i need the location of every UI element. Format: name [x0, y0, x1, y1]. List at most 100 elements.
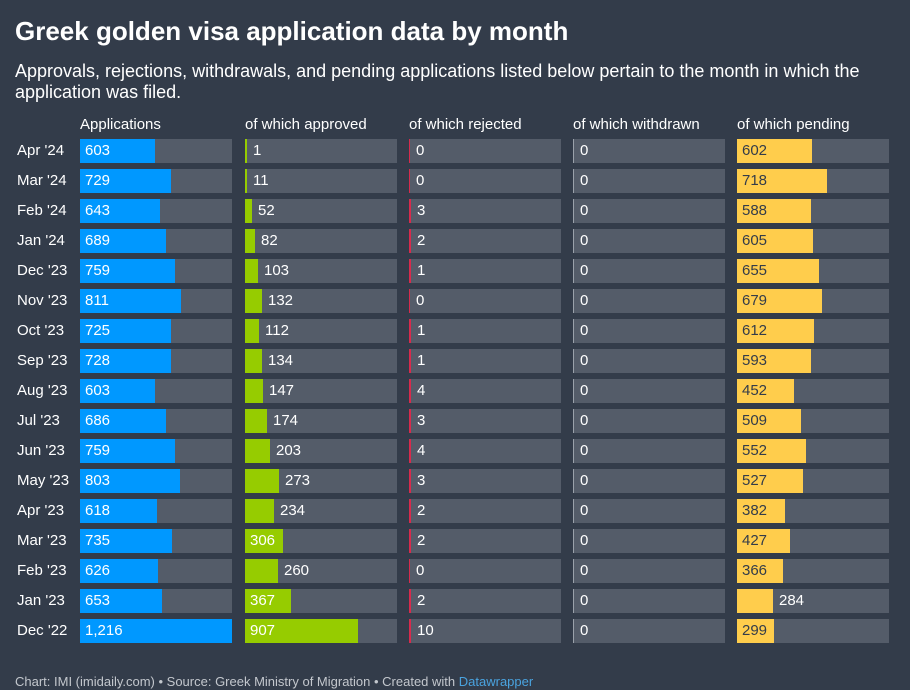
bar-track-applications: 759: [80, 439, 232, 463]
bar-withdrawn: [573, 439, 574, 463]
bar-track-approved: 273: [245, 469, 397, 493]
bar-approved: [245, 619, 358, 643]
bar-applications: [80, 199, 160, 223]
value-label-pending: 605: [742, 232, 768, 249]
bar-track-approved: 367: [245, 589, 397, 613]
value-label-withdrawn: 0: [580, 562, 589, 579]
bar-approved: [245, 229, 255, 253]
value-label-pending: 452: [742, 382, 768, 399]
bar-rejected: [409, 319, 411, 343]
bar-approved: [245, 439, 270, 463]
value-label-withdrawn: 0: [580, 142, 589, 159]
value-label-withdrawn: 0: [580, 292, 589, 309]
bar-track-approved: 82: [245, 229, 397, 253]
value-label-rejected: 10: [417, 622, 434, 639]
column-header-withdrawn: of which withdrawn: [573, 116, 700, 133]
bar-pending: [737, 499, 785, 523]
column-header-applications: Applications: [80, 116, 161, 133]
bar-track-rejected: 4: [409, 379, 561, 403]
bar-applications: [80, 289, 181, 313]
bar-track-rejected: 4: [409, 439, 561, 463]
value-label-applications: 618: [85, 502, 111, 519]
bar-track-pending: 509: [737, 409, 889, 433]
value-label-pending: 655: [742, 262, 768, 279]
row-label: Aug '23: [17, 382, 68, 399]
value-label-approved: 907: [250, 622, 276, 639]
bar-track-rejected: 2: [409, 499, 561, 523]
bar-applications: [80, 559, 158, 583]
value-label-applications: 689: [85, 232, 111, 249]
value-label-approved: 11: [253, 172, 269, 189]
bar-rejected: [409, 559, 410, 583]
value-label-applications: 735: [85, 532, 111, 549]
bar-track-withdrawn: 0: [573, 469, 725, 493]
bar-track-withdrawn: 0: [573, 379, 725, 403]
value-label-withdrawn: 0: [580, 322, 589, 339]
value-label-approved: 260: [284, 562, 310, 579]
value-label-approved: 234: [280, 502, 306, 519]
value-label-approved: 132: [268, 292, 294, 309]
value-label-rejected: 0: [416, 142, 425, 159]
bar-track-pending: 679: [737, 289, 889, 313]
bar-withdrawn: [573, 559, 574, 583]
bar-track-approved: 203: [245, 439, 397, 463]
value-label-rejected: 3: [417, 202, 426, 219]
bar-withdrawn: [573, 319, 574, 343]
bar-applications: [80, 409, 166, 433]
bar-rejected: [409, 439, 411, 463]
value-label-applications: 803: [85, 472, 111, 489]
bar-track-applications: 603: [80, 139, 232, 163]
value-label-pending: 593: [742, 352, 768, 369]
value-label-approved: 174: [273, 412, 299, 429]
bar-rejected: [409, 289, 410, 313]
bar-pending: [737, 229, 813, 253]
bar-track-applications: 653: [80, 589, 232, 613]
bar-track-applications: 728: [80, 349, 232, 373]
bar-track-applications: 618: [80, 499, 232, 523]
value-label-withdrawn: 0: [580, 442, 589, 459]
bar-track-approved: 52: [245, 199, 397, 223]
bar-pending: [737, 379, 794, 403]
bar-applications: [80, 259, 175, 283]
bar-track-approved: 306: [245, 529, 397, 553]
footer-credit: Chart: IMI (imidaily.com) • Source: Gree…: [15, 674, 459, 689]
bar-approved: [245, 199, 252, 223]
bar-rejected: [409, 349, 411, 373]
value-label-pending: 588: [742, 202, 768, 219]
column-header-rejected: of which rejected: [409, 116, 522, 133]
value-label-approved: 134: [268, 352, 294, 369]
value-label-rejected: 4: [417, 442, 426, 459]
value-label-rejected: 4: [417, 382, 426, 399]
bar-approved: [245, 349, 262, 373]
bar-approved: [245, 499, 274, 523]
bar-withdrawn: [573, 499, 574, 523]
bar-track-withdrawn: 0: [573, 199, 725, 223]
row-label: Mar '23: [17, 532, 67, 549]
value-label-approved: 112: [265, 322, 289, 339]
value-label-approved: 273: [285, 472, 311, 489]
bar-track-approved: 132: [245, 289, 397, 313]
value-label-withdrawn: 0: [580, 202, 589, 219]
bar-track-rejected: 0: [409, 559, 561, 583]
bar-track-approved: 11: [245, 169, 397, 193]
bar-pending: [737, 139, 812, 163]
bar-track-rejected: 0: [409, 169, 561, 193]
bar-track-approved: 174: [245, 409, 397, 433]
bar-track-pending: 527: [737, 469, 889, 493]
bar-track-withdrawn: 0: [573, 319, 725, 343]
value-label-approved: 306: [250, 532, 276, 549]
bar-withdrawn: [573, 409, 574, 433]
datawrapper-link[interactable]: Datawrapper: [458, 674, 534, 689]
bar-track-applications: 686: [80, 409, 232, 433]
bar-rejected: [409, 169, 410, 193]
value-label-approved: 52: [258, 202, 275, 219]
bar-track-withdrawn: 0: [573, 619, 725, 643]
bar-applications: [80, 169, 171, 193]
value-label-pending: 718: [742, 172, 768, 189]
bar-track-withdrawn: 0: [573, 349, 725, 373]
bar-approved: [245, 319, 259, 343]
bar-track-pending: 284: [737, 589, 889, 613]
bar-approved: [245, 529, 283, 553]
bar-track-rejected: 3: [409, 199, 561, 223]
bar-approved: [245, 169, 247, 193]
